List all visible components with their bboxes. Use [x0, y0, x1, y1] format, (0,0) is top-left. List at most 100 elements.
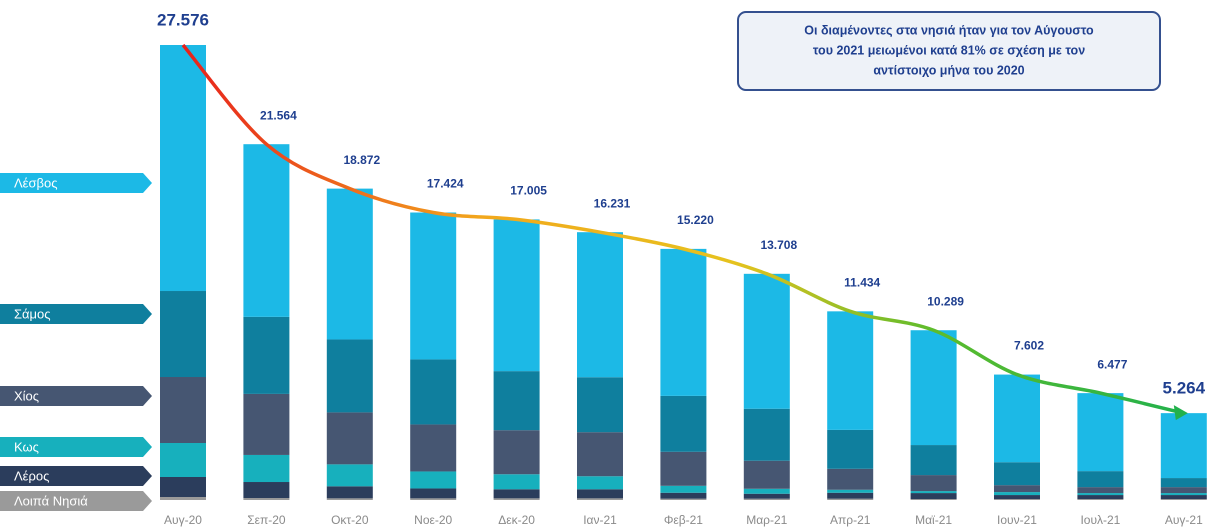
total-label: 21.564	[260, 108, 297, 122]
bar-segment	[1160, 487, 1207, 494]
bar-segment	[1160, 413, 1207, 479]
x-tick-label: Δεκ-20	[498, 513, 535, 527]
bar-segment	[994, 499, 1040, 500]
legend-label: Σάμος	[14, 306, 51, 321]
bar-segment	[243, 498, 290, 500]
bar-segment	[243, 454, 290, 483]
annotation: αντίστοιχο μήνα του 2020	[873, 63, 1024, 77]
x-tick-label: Ιουν-21	[997, 513, 1037, 527]
bar-segment	[994, 495, 1040, 500]
x-tick-label: Φεβ-21	[664, 513, 703, 527]
bar-segment	[160, 443, 206, 477]
bar-segment	[743, 273, 790, 409]
bar-segment	[827, 498, 874, 500]
bar-segment	[1160, 478, 1207, 488]
bar-segment	[410, 212, 457, 360]
total-label: 17.424	[427, 177, 464, 191]
bar-segment	[827, 492, 874, 499]
bar-segment	[410, 488, 457, 499]
bar-segment	[660, 492, 707, 499]
bar-segment	[994, 492, 1040, 496]
x-tick-label: Αυγ-21	[1165, 513, 1203, 527]
bar-segment	[660, 395, 707, 452]
x-tick-label: Σεπ-20	[247, 513, 286, 527]
x-tick-label: Οκτ-20	[331, 513, 369, 527]
bar-segment	[493, 430, 540, 475]
total-label: 7.602	[1014, 339, 1044, 353]
bar-segment	[243, 393, 290, 455]
bar-segment	[910, 475, 957, 492]
bar-segment	[910, 491, 957, 494]
bar-segment	[577, 489, 623, 499]
legend-tag	[0, 173, 152, 193]
bar-segment	[660, 485, 707, 493]
bar-segment	[827, 311, 874, 430]
bar-segment	[910, 499, 957, 500]
total-label: 15.220	[677, 213, 714, 227]
bar-segment	[1160, 493, 1207, 496]
bar-segment	[1077, 495, 1124, 500]
annotation: Οι διαμένοντες στα νησιά ήταν για τον Αύ…	[804, 23, 1094, 37]
total-label: 10.289	[927, 294, 964, 308]
x-tick-label: Μαϊ-21	[915, 513, 952, 527]
bar-segment	[326, 464, 373, 487]
bar-segment	[827, 489, 874, 493]
legend-label: Λέρος	[14, 468, 49, 483]
trend-line	[181, 43, 1185, 415]
bar-segment	[160, 496, 206, 500]
bar-segment	[994, 485, 1040, 493]
bar-segment	[910, 493, 957, 500]
bar-segment	[160, 476, 206, 497]
bar-segment	[827, 429, 874, 469]
bar-segment	[743, 460, 790, 489]
total-label: 6.477	[1097, 357, 1127, 371]
legend-label: Κως	[14, 439, 39, 454]
bar-segment	[243, 482, 290, 499]
bar-segment	[326, 188, 373, 340]
legend-label: Λέσβος	[14, 175, 57, 190]
bar-segment	[660, 498, 707, 500]
total-label: 17.005	[510, 184, 547, 198]
annotation: του 2021 μειωμένοι κατά 81% σε σχέση με …	[813, 43, 1085, 57]
bar-segment	[577, 476, 623, 490]
bar-segment	[410, 359, 457, 425]
total-label: 16.231	[594, 196, 631, 210]
legend-tag	[0, 466, 152, 486]
legend-tag	[0, 386, 152, 406]
bar-segment	[160, 377, 206, 444]
total-label: 5.264	[1163, 379, 1206, 398]
total-label: 11.434	[844, 276, 880, 290]
x-tick-label: Ιαν-21	[583, 513, 617, 527]
total-label: 18.872	[343, 153, 380, 167]
x-tick-label: Ιουλ-21	[1080, 513, 1120, 527]
bar-segment	[743, 498, 790, 500]
bar-segment	[994, 462, 1040, 486]
x-tick-label: Απρ-21	[830, 513, 871, 527]
bar-segment	[326, 412, 373, 465]
bar-segment	[493, 474, 540, 490]
legend-label: Λοιπά Νησιά	[14, 493, 88, 508]
bar-segment	[410, 424, 457, 472]
x-tick-label: Νοε-20	[414, 513, 452, 527]
legend-tag	[0, 304, 152, 324]
bar-segment	[577, 498, 623, 500]
bar-segment	[1160, 499, 1207, 500]
bar-segment	[660, 451, 707, 486]
legend-label: Χίος	[14, 388, 39, 403]
annotation-box	[737, 11, 1161, 91]
bar-segment	[743, 488, 790, 494]
bar-segment	[577, 432, 623, 477]
bar-segment	[577, 377, 623, 433]
legend-tag	[0, 437, 152, 457]
bar-segment	[660, 248, 707, 396]
bar-segment	[326, 486, 373, 499]
bar-segment	[493, 489, 540, 499]
bar-segment	[743, 493, 790, 499]
bar-segment	[910, 330, 957, 446]
bar-segment	[160, 291, 206, 378]
bar-segment	[1077, 493, 1124, 496]
bar-segment	[326, 339, 373, 413]
trend-arrowhead	[1173, 405, 1188, 421]
bar-segment	[743, 408, 790, 461]
